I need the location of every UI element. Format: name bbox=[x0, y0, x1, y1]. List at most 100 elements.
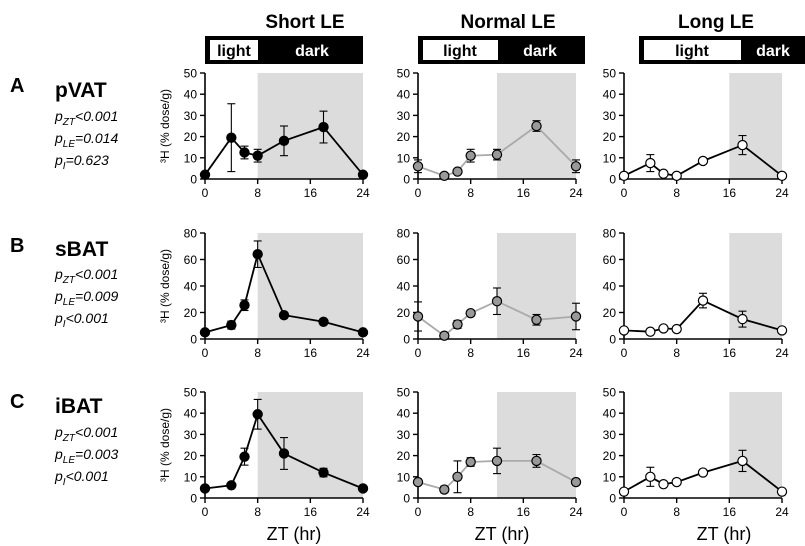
chart-iBAT-long-ytick-label: 10 bbox=[603, 470, 617, 484]
chart-sBAT-normal-point-0 bbox=[412, 311, 424, 322]
chart-sBAT-long-point-3 bbox=[671, 323, 682, 335]
chart-pVAT-short-point-4 bbox=[278, 135, 290, 147]
chart-iBAT-normal-point-0 bbox=[412, 476, 424, 488]
chart-sBAT-long-point-0 bbox=[618, 325, 630, 336]
chart-iBAT-long-point-5 bbox=[737, 455, 748, 467]
chart-sBAT-short-y-axis-label: ³H (% dose/g) bbox=[158, 249, 172, 323]
panel-pVAT-normal: 0 10 20 30 40 50 0 8 16 24 bbox=[397, 67, 583, 201]
chart-iBAT-normal-xtick-label: 16 bbox=[517, 505, 531, 519]
chart-iBAT-short-ytick-label: 0 bbox=[190, 492, 197, 506]
chart-pVAT-short-point-2 bbox=[239, 147, 250, 158]
chart-pVAT-short-point-0 bbox=[199, 169, 211, 180]
chart-sBAT-short-point-4 bbox=[278, 309, 290, 321]
chart-sBAT-short-ytick-label: 0 bbox=[190, 333, 197, 347]
chart-sBAT-short-point-0 bbox=[199, 327, 211, 338]
chart-iBAT-long-ytick-label: 0 bbox=[609, 492, 616, 506]
chart-sBAT-long-point-5 bbox=[737, 313, 748, 325]
chart-pVAT-long-ytick-label: 40 bbox=[603, 88, 617, 102]
chart-pVAT-long-point-4 bbox=[697, 155, 709, 167]
chart-pVAT-long-ytick-label: 10 bbox=[603, 151, 617, 165]
chart-pVAT-normal-point-2 bbox=[452, 166, 463, 177]
chart-iBAT-normal-point-3 bbox=[465, 456, 476, 468]
chart-iBAT-long-point-3 bbox=[671, 476, 682, 488]
chart-pVAT-long-xtick-label: 24 bbox=[775, 186, 789, 200]
chart-pVAT-short-point-5 bbox=[318, 121, 329, 133]
chart-sBAT-short-xtick-label: 8 bbox=[254, 346, 261, 360]
chart-pVAT-long-point-2 bbox=[658, 168, 669, 179]
chart-iBAT-short-dark-shading bbox=[257, 392, 363, 498]
chart-iBAT-short-xtick-label: 8 bbox=[254, 505, 261, 519]
chart-sBAT-normal-ytick-label: 0 bbox=[403, 333, 410, 347]
chart-pVAT-long-point-1 bbox=[645, 157, 656, 169]
dark-label-short: dark bbox=[295, 43, 329, 60]
row-label-B: B sBAT pZT<0.001 pLE=0.009 pI<0.001 bbox=[10, 235, 118, 330]
chart-iBAT-short-y-axis-label: ³H (% dose/g) bbox=[158, 408, 172, 482]
chart-sBAT-short-point-2 bbox=[239, 300, 250, 311]
chart-sBAT-short-ytick-label: 80 bbox=[184, 227, 198, 241]
chart-pVAT-normal-point-4 bbox=[491, 149, 503, 160]
chart-sBAT-short-xtick-label: 16 bbox=[304, 346, 318, 360]
chart-iBAT-long-point-6 bbox=[776, 486, 788, 497]
chart-iBAT-short-point-0 bbox=[199, 483, 211, 494]
panel-sBAT-short: 0 20 40 60 80 0 8 16 24 ³H (% dose/g) bbox=[158, 227, 370, 361]
chart-sBAT-long-ytick-label: 0 bbox=[609, 333, 616, 347]
chart-pVAT-short-ytick-label: 50 bbox=[184, 67, 198, 81]
chart-sBAT-long-point-6 bbox=[776, 325, 788, 336]
chart-iBAT-short-point-4 bbox=[278, 448, 290, 459]
chart-pVAT-normal-point-0 bbox=[412, 161, 424, 172]
stat-pzt-C: pZT<0.001 bbox=[54, 424, 118, 444]
chart-pVAT-normal-xtick-label: 0 bbox=[415, 186, 422, 200]
chart-pVAT-normal-xtick-label: 24 bbox=[569, 186, 583, 200]
chart-sBAT-long-ytick-label: 80 bbox=[603, 227, 617, 241]
chart-sBAT-long-ytick-label: 60 bbox=[603, 253, 617, 267]
chart-pVAT-normal-ytick-label: 30 bbox=[397, 109, 411, 123]
chart-sBAT-short-xtick-label: 0 bbox=[202, 346, 209, 360]
tissue-label-sBAT: sBAT bbox=[55, 238, 108, 261]
chart-pVAT-short-point-3 bbox=[252, 150, 263, 161]
chart-iBAT-short-point-6 bbox=[357, 483, 369, 494]
chart-pVAT-short-ytick-label: 0 bbox=[190, 173, 197, 187]
chart-pVAT-short-xtick-label: 0 bbox=[202, 186, 209, 200]
chart-iBAT-normal-point-1 bbox=[439, 484, 450, 495]
chart-sBAT-short-ytick-label: 40 bbox=[184, 280, 198, 294]
chart-pVAT-normal-ytick-label: 50 bbox=[397, 67, 411, 81]
tissue-label-pVAT: pVAT bbox=[55, 79, 107, 102]
light-label-short: light bbox=[217, 43, 251, 60]
chart-pVAT-short-xtick-label: 16 bbox=[304, 186, 318, 200]
stat-pzt-A: pZT<0.001 bbox=[54, 108, 118, 128]
chart-iBAT-short-ytick-label: 20 bbox=[184, 449, 198, 463]
chart-iBAT-normal-xtick-label: 24 bbox=[569, 505, 583, 519]
panel-sBAT-long: 0 20 40 60 80 0 8 16 24 bbox=[603, 227, 789, 361]
chart-iBAT-short-xtick-label: 0 bbox=[202, 505, 209, 519]
chart-sBAT-short-point-5 bbox=[318, 316, 329, 327]
stat-pi-C: pI<0.001 bbox=[54, 468, 109, 488]
chart-sBAT-short-point-6 bbox=[357, 327, 369, 338]
chart-pVAT-short-ytick-label: 30 bbox=[184, 109, 198, 123]
stat-pi-A: pI=0.623 bbox=[54, 152, 109, 172]
stat-ple-A: pLE=0.014 bbox=[54, 130, 118, 150]
x-axis-label-normal: ZT (hr) bbox=[475, 524, 530, 544]
chart-sBAT-normal-point-1 bbox=[439, 330, 450, 341]
chart-iBAT-normal-dark-shading bbox=[497, 392, 576, 498]
chart-pVAT-short-dark-shading bbox=[257, 73, 363, 179]
chart-sBAT-short-point-1 bbox=[226, 319, 237, 331]
chart-iBAT-short-ytick-label: 10 bbox=[184, 470, 198, 484]
chart-pVAT-short-y-axis-label: ³H (% dose/g) bbox=[158, 89, 172, 163]
chart-iBAT-normal-point-5 bbox=[531, 455, 542, 467]
panel-pVAT-short: 0 10 20 30 40 50 0 8 16 24 ³H (% dose/g) bbox=[158, 67, 370, 201]
column-title-normal: Normal LE bbox=[460, 12, 555, 33]
chart-pVAT-normal-ytick-label: 20 bbox=[397, 130, 411, 144]
chart-iBAT-long-point-1 bbox=[645, 471, 656, 482]
chart-iBAT-normal-point-4 bbox=[491, 455, 503, 467]
chart-iBAT-normal-xtick-label: 0 bbox=[415, 505, 422, 519]
chart-iBAT-short-point-5 bbox=[318, 467, 329, 478]
light-label-long: light bbox=[675, 43, 709, 60]
chart-pVAT-long-ytick-label: 20 bbox=[603, 130, 617, 144]
chart-pVAT-short-point-6 bbox=[357, 169, 369, 180]
panel-iBAT-normal: 0 10 20 30 40 50 0 8 16 24 bbox=[397, 386, 583, 520]
row-label-C: C iBAT pZT<0.001 pLE=0.003 pI<0.001 bbox=[10, 391, 118, 488]
chart-iBAT-normal-ytick-label: 30 bbox=[397, 428, 411, 442]
chart-sBAT-long-xtick-label: 16 bbox=[723, 346, 737, 360]
chart-pVAT-normal-point-5 bbox=[531, 120, 542, 132]
chart-sBAT-normal-xtick-label: 16 bbox=[517, 346, 531, 360]
